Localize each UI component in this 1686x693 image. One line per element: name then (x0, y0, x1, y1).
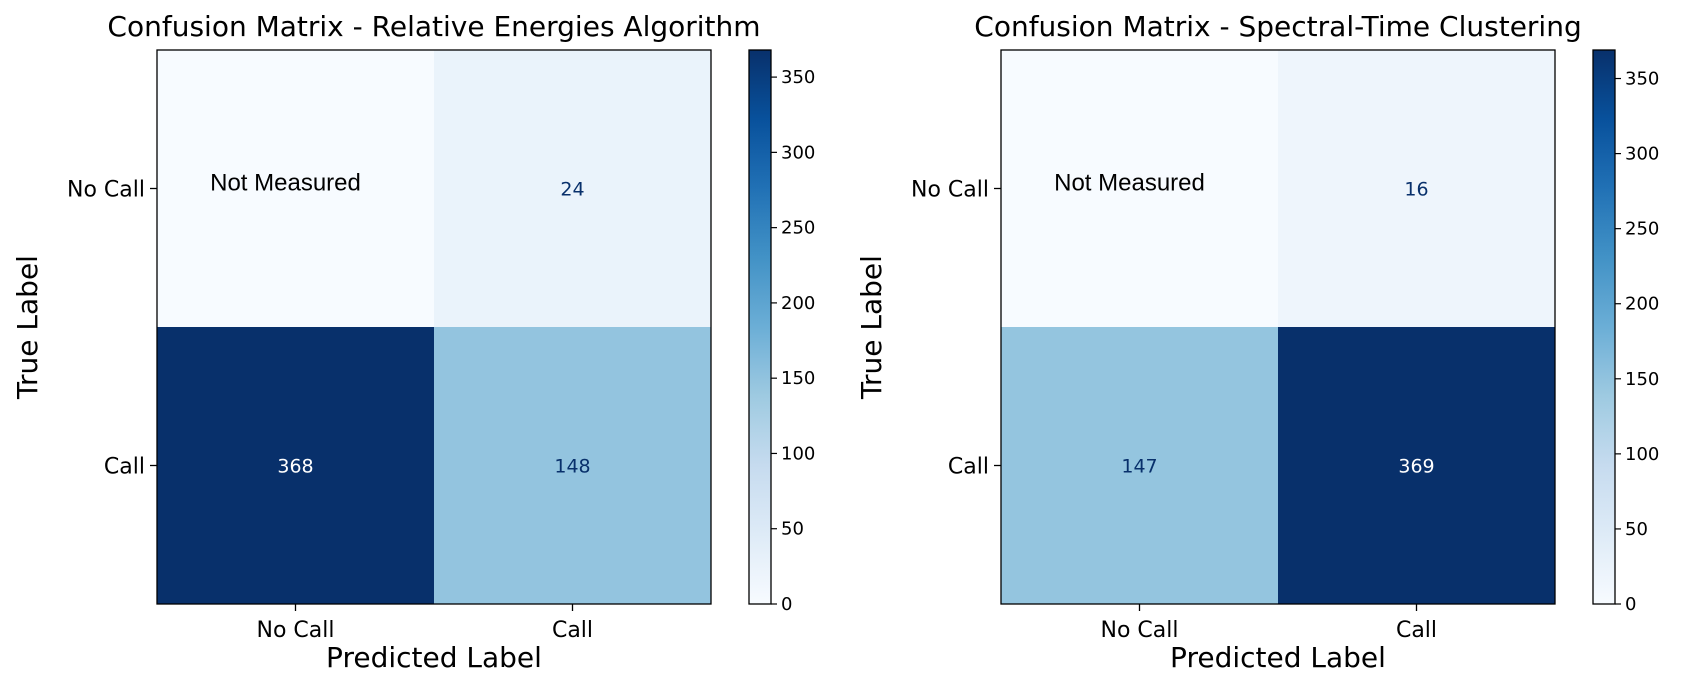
colorbar-tick-label: 50 (1625, 519, 1648, 540)
colorbar-tick-label: 300 (781, 142, 815, 163)
colorbar-tick-label: 100 (1625, 444, 1659, 465)
cell-value: 147 (1121, 456, 1157, 478)
heatmap-cell (157, 50, 434, 327)
chart-title: Confusion Matrix - Spectral-Time Cluster… (974, 10, 1581, 43)
chart-panel-2: Confusion Matrix - Spectral-Time Cluster… (855, 10, 1659, 674)
heatmap-cell (1278, 50, 1555, 327)
x-axis-label: Predicted Label (1170, 641, 1386, 674)
colorbar (748, 49, 772, 605)
colorbar-tick-label: 150 (1625, 369, 1659, 390)
colorbar-tick-label: 50 (781, 519, 804, 540)
y-tick-label: No Call (911, 178, 989, 203)
colorbar-tick-label: 200 (1625, 294, 1659, 315)
colorbar-tick-label: 200 (781, 293, 815, 314)
cell-value: 16 (1404, 179, 1428, 201)
x-tick-label: Call (552, 618, 593, 643)
chart-title: Confusion Matrix - Relative Energies Alg… (107, 10, 760, 43)
not-measured-annotation: Not Measured (1054, 170, 1205, 197)
chart-panel-1: Confusion Matrix - Relative Energies Alg… (11, 10, 815, 674)
colorbar-tick-label: 300 (1625, 144, 1659, 165)
plot-frame (156, 49, 712, 605)
plot-frame (1000, 49, 1556, 605)
colorbar-tick-label: 100 (781, 443, 815, 464)
colorbar-tick-label: 250 (1625, 219, 1659, 240)
x-tick-label: Call (1396, 618, 1437, 643)
cell-value: 24 (560, 179, 584, 201)
cell-value: 368 (277, 456, 313, 478)
not-measured-annotation: Not Measured (210, 170, 361, 197)
colorbar-tick-label: 0 (1625, 594, 1636, 615)
x-tick-label: No Call (257, 618, 335, 643)
colorbar (1592, 49, 1616, 605)
colorbar-tick-label: 250 (781, 218, 815, 239)
colorbar-tick-label: 350 (1625, 69, 1659, 90)
y-tick-label: Call (948, 455, 989, 480)
heatmap-cell (434, 327, 711, 604)
x-tick-label: No Call (1101, 618, 1179, 643)
cell-value: 369 (1398, 456, 1434, 478)
heatmap-cell (1001, 327, 1278, 604)
y-tick-label: No Call (67, 178, 145, 203)
heatmap-cell (1001, 50, 1278, 327)
x-axis-label: Predicted Label (326, 641, 542, 674)
cell-value: 148 (554, 456, 590, 478)
heatmap-cell (434, 50, 711, 327)
heatmap-cell (157, 327, 434, 604)
colorbar-tick-label: 350 (781, 67, 815, 88)
heatmap-cell (1278, 327, 1555, 604)
colorbar-tick-label: 0 (781, 594, 792, 615)
y-axis-label: True Label (11, 255, 44, 400)
y-tick-label: Call (104, 455, 145, 480)
y-axis-label: True Label (855, 255, 888, 400)
colorbar-tick-label: 150 (781, 368, 815, 389)
